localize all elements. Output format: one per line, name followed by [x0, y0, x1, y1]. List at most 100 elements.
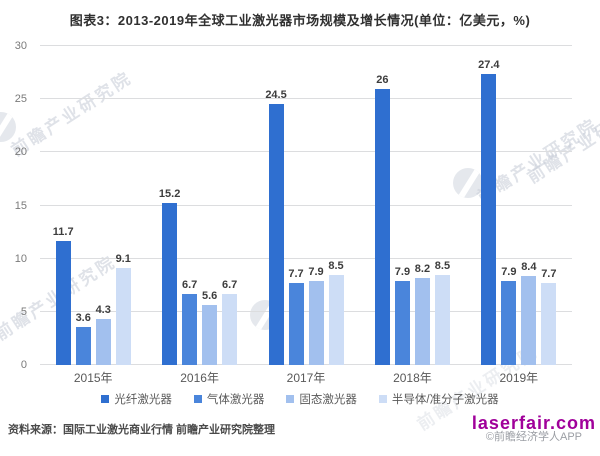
- legend-item: 半导体/准分子激光器: [378, 391, 499, 407]
- bar-value-label: 8.5: [434, 259, 451, 272]
- legend-swatch: [286, 395, 295, 403]
- bar-wrap: 5.6: [202, 46, 217, 365]
- gridline: [40, 364, 572, 365]
- bar: [182, 293, 198, 365]
- bar-wrap: 26: [374, 46, 390, 365]
- bar-wrap: 7.9: [308, 46, 324, 365]
- legend-item: 固态激光器: [286, 391, 357, 407]
- bar-value-label: 7.9: [394, 266, 411, 278]
- bar: [55, 240, 71, 365]
- legend-item: 光纤激光器: [101, 391, 172, 407]
- bar-value-label: 6.7: [181, 278, 198, 291]
- bar-group: 26 7.9 8.2 8.5: [359, 46, 465, 365]
- bar: [328, 274, 344, 365]
- bar: [541, 283, 557, 365]
- gridline: [40, 98, 572, 100]
- bar-wrap: 7.7: [541, 46, 556, 365]
- bar: [115, 268, 131, 365]
- bar: [394, 281, 410, 365]
- legend-item: 气体激光器: [193, 391, 264, 407]
- y-axis-tick: 5: [20, 305, 27, 318]
- bar-value-label: 24.5: [265, 89, 287, 102]
- legend-label: 半导体/准分子激光器: [391, 394, 499, 406]
- bar-wrap: 4.3: [96, 46, 111, 365]
- y-axis-tick: 15: [14, 199, 27, 212]
- y-axis: 0 5 10 15 20 25 30: [0, 40, 33, 371]
- legend-label: 光纤激光器: [114, 394, 172, 406]
- bar-wrap: 6.7: [182, 46, 197, 365]
- x-axis-label: 2019年: [499, 371, 539, 385]
- bar: [268, 104, 284, 365]
- bar-wrap: 7.9: [395, 46, 410, 365]
- bar-wrap: 7.9: [501, 46, 516, 365]
- bar: [75, 326, 91, 365]
- bar-value-label: 6.7: [221, 278, 238, 291]
- bar: [414, 277, 430, 365]
- legend: 光纤激光器 气体激光器 固态激光器 半导体/准分子激光器: [0, 391, 600, 407]
- bar-value-label: 11.7: [52, 225, 74, 238]
- bar: [374, 88, 390, 365]
- bar-value-label: 7.7: [288, 268, 304, 281]
- chart-title: 图表3：2013-2019年全球工业激光器市场规模及增长情况(单位：亿美元，%): [69, 13, 531, 28]
- bar-wrap: 3.6: [76, 46, 91, 365]
- x-axis-label: 2016年: [180, 371, 219, 385]
- bar: [202, 305, 218, 365]
- gridline: [40, 257, 572, 259]
- gridline: [40, 45, 572, 46]
- gridline: [40, 310, 572, 312]
- footer-right: ©前瞻经济学人APP laserfair.com: [428, 412, 598, 452]
- bar-value-label: 7.9: [308, 266, 324, 278]
- gridline: [40, 151, 572, 153]
- bar-wrap: 15.2: [158, 46, 181, 365]
- bar-value-label: 3.6: [75, 311, 91, 324]
- bar: [481, 73, 497, 365]
- bar-groups: 11.7 3.6 4.3 9.1 15.2 6.7 5.6 6.7 24.5 7.7 7.9 8.5 2…: [40, 46, 572, 365]
- bar-wrap: 8.5: [328, 46, 344, 365]
- source-note: 资料来源：国际工业激光商业行情 前瞻产业研究院整理: [8, 424, 276, 436]
- bar-wrap: 7.7: [288, 46, 304, 365]
- bar-value-label: 8.2: [414, 262, 431, 275]
- bar: [288, 283, 304, 365]
- bar: [521, 275, 537, 365]
- legend-label: 固态激光器: [299, 394, 357, 406]
- bar-wrap: 9.1: [116, 46, 131, 365]
- bar-value-label: 26: [376, 73, 389, 86]
- bar-value-label: 8.4: [521, 260, 537, 273]
- gridline: [40, 204, 572, 206]
- bar: [222, 293, 238, 365]
- legend-swatch: [378, 395, 387, 403]
- y-axis-tick: 30: [14, 40, 27, 52]
- bar: [162, 203, 178, 365]
- bar-value-label: 4.3: [95, 304, 111, 317]
- bar-wrap: 8.2: [415, 46, 430, 365]
- bar-wrap: 6.7: [222, 46, 237, 365]
- bar-wrap: 8.5: [435, 46, 450, 365]
- x-axis-label: 2015年: [73, 371, 113, 385]
- bar-value-label: 7.7: [541, 268, 557, 281]
- copyright-text: ©前瞻经济学人APP: [485, 431, 582, 443]
- x-axis-label: 2017年: [286, 371, 326, 385]
- bar-wrap: 24.5: [265, 46, 287, 365]
- bar: [434, 274, 450, 365]
- y-axis-tick: 0: [20, 359, 27, 371]
- bar-value-label: 15.2: [158, 188, 181, 201]
- bar-value-label: 7.9: [501, 266, 517, 278]
- site-link[interactable]: laserfair.com: [471, 413, 596, 433]
- y-axis-tick: 25: [14, 93, 27, 106]
- legend-swatch: [193, 395, 202, 403]
- x-axis-label: 2018年: [393, 371, 432, 385]
- bar-group: 24.5 7.7 7.9 8.5: [253, 46, 359, 365]
- legend-swatch: [101, 395, 110, 403]
- bar-value-label: 8.5: [328, 259, 344, 272]
- x-axis: 2015年 2016年 2017年 2018年 2019年: [40, 369, 572, 386]
- bar-value-label: 5.6: [201, 290, 218, 303]
- bar-group: 15.2 6.7 5.6 6.7: [146, 46, 252, 365]
- bar-group: 27.4 7.9 8.4 7.7: [466, 46, 572, 365]
- bar-group: 11.7 3.6 4.3 9.1: [40, 46, 146, 365]
- bar-value-label: 27.4: [478, 58, 500, 71]
- y-axis-tick: 10: [14, 252, 27, 265]
- bar-value-label: 9.1: [115, 253, 131, 266]
- plot-area: 11.7 3.6 4.3 9.1 15.2 6.7 5.6 6.7 24.5 7.7 7.9 8.5 2…: [40, 45, 572, 365]
- bar: [308, 281, 324, 365]
